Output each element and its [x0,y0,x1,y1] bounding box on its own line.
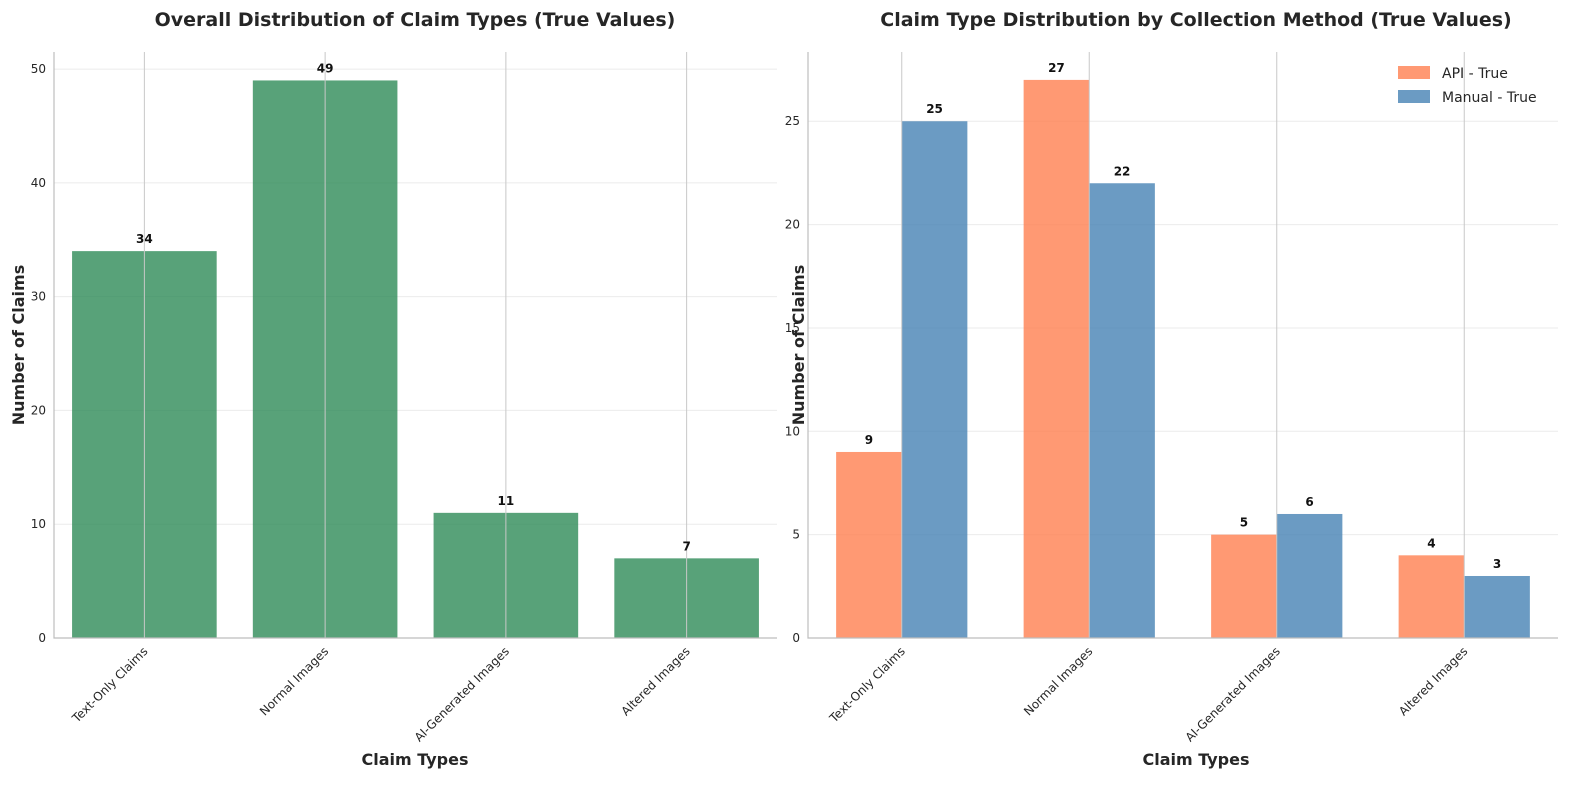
chart2-bar-api-true-normal-images [1023,79,1090,638]
chart2-vertical-gridlines [901,52,1465,638]
chart2-axes [807,52,1558,639]
chart1-data-label: 11 [498,494,515,508]
chart2-data-label: 5 [1240,516,1248,530]
chart2-y-tick-label: 25 [785,114,800,128]
chart2-bar-manual-true-normal-images [1089,183,1155,638]
chart2-bar-api-true-altered-images [1398,555,1465,638]
chart1-x-tick-normal-images: Normal Images [257,644,331,718]
chart1-data-label: 7 [682,539,690,553]
chart2-data-labels: 9 27 5 4 25 22 6 3 [865,61,1501,571]
chart2-bar-manual-true-text-only-claims [901,121,968,639]
chart1-x-tick-altered-images: Altered Images [619,644,693,718]
chart1-y-axis-label: Number of Claims [9,265,28,425]
chart2-y-tick-label: 20 [785,218,800,232]
chart1-data-labels: 34 49 11 7 [136,61,691,553]
chart2-y-tick-label: 15 [785,321,800,335]
chart2-data-label: 25 [926,102,943,116]
chart1-x-ticks: Text-Only Claims Normal Images AI-Generate… [69,644,693,744]
chart1-y-ticks: 0 10 20 30 40 50 [31,62,46,645]
chart1-x-tick-ai-generated-images: AI-Generated Images [412,644,512,744]
chart1-y-tick-label: 10 [31,517,46,531]
chart2-bar-api-true-text-only-claims [836,451,902,638]
chart1-y-tick-label: 30 [31,290,46,304]
chart2-y-axis-label: Number of Claims [789,265,808,425]
chart1-axes [53,52,777,639]
chart2-legend: API - True Manual - True [1398,66,1537,106]
chart1-data-label: 49 [317,61,334,75]
legend-swatch-api [1398,66,1430,79]
chart2-x-tick-normal-images: Normal Images [1021,644,1095,718]
chart2-data-label: 6 [1305,495,1313,509]
chart2-x-tick-altered-images: Altered Images [1396,644,1470,718]
chart1-vertical-gridlines [143,52,688,638]
chart-collection-method: Claim Type Distribution by Collection Me… [785,9,1558,769]
chart2-bar-api-true-ai-generated-images [1211,534,1277,638]
chart1-x-tick-text-only-claims: Text-Only Claims [69,644,151,726]
chart2-y-ticks: 0 5 10 15 20 25 [785,114,800,645]
chart2-title: Claim Type Distribution by Collection Me… [880,9,1511,31]
legend-label-api: API - True [1442,66,1508,82]
chart2-x-tick-text-only-claims: Text-Only Claims [826,644,908,726]
chart2-x-axis-label: Claim Types [1142,750,1249,769]
chart2-x-tick-ai-generated-images: AI-Generated Images [1183,644,1283,744]
chart2-bar-manual-true-ai-generated-images [1276,513,1343,638]
chart2-data-label: 3 [1493,557,1501,571]
chart2-bars [836,79,1530,639]
chart1-y-tick-label: 40 [31,176,46,190]
chart1-x-axis-label: Claim Types [361,750,468,769]
chart2-data-label: 22 [1114,164,1131,178]
chart1-data-label: 34 [136,232,153,246]
chart1-bars [72,80,759,639]
chart2-y-tick-label: 0 [792,631,800,645]
chart1-title: Overall Distribution of Claim Types (Tru… [155,9,676,31]
chart2-data-label: 9 [865,433,873,447]
chart2-data-label: 4 [1427,536,1435,550]
chart2-bar-manual-true-altered-images [1464,575,1530,638]
chart1-y-tick-label: 20 [31,403,46,417]
chart2-y-tick-label: 10 [785,424,800,438]
chart1-y-tick-label: 0 [38,631,46,645]
chart2-y-tick-label: 5 [792,528,800,542]
legend-label-manual: Manual - True [1442,90,1537,106]
chart-overall-distribution: Overall Distribution of Claim Types (Tru… [9,9,777,769]
chart2-x-ticks: Text-Only Claims Normal Images AI-Generate… [826,644,1470,744]
chart1-y-tick-label: 50 [31,62,46,76]
legend-swatch-manual [1398,90,1430,103]
chart2-data-label: 27 [1048,61,1065,75]
